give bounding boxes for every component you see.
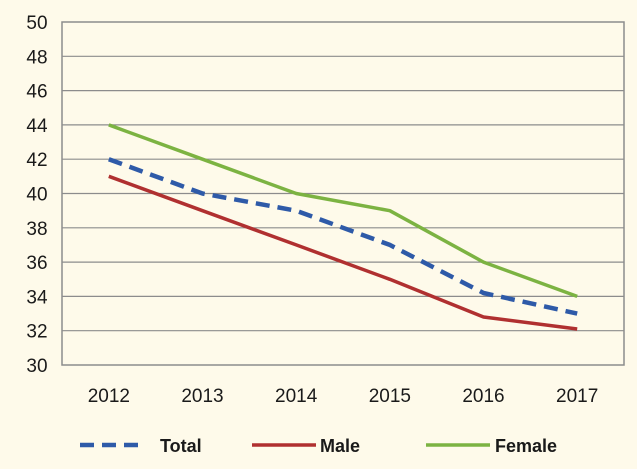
y-tick-label: 46 xyxy=(26,82,47,103)
y-tick-label: 32 xyxy=(26,322,47,343)
y-tick-label: 44 xyxy=(26,116,48,137)
x-tick-label: 2016 xyxy=(462,386,504,407)
series-line-female xyxy=(108,123,578,299)
series-line-male xyxy=(108,174,578,331)
series-line-total xyxy=(108,157,578,316)
y-tick-label: 40 xyxy=(26,185,47,206)
legend-label-total: Total xyxy=(160,436,202,456)
legend-label-female: Female xyxy=(495,436,557,456)
series-lines xyxy=(108,123,578,331)
y-tick-label: 48 xyxy=(26,47,47,68)
y-tick-label: 42 xyxy=(26,150,47,171)
y-axis-ticks: 30 32 34 36 38 40 42 44 46 48 50 xyxy=(26,13,48,377)
y-tick-label: 34 xyxy=(26,287,48,308)
y-tick-label: 30 xyxy=(26,356,47,377)
x-axis-ticks: 2012 2013 2014 2015 2016 2017 xyxy=(88,386,599,407)
x-tick-label: 2017 xyxy=(556,386,598,407)
x-tick-label: 2015 xyxy=(369,386,411,407)
y-tick-label: 50 xyxy=(26,13,47,34)
legend: Total Male Female xyxy=(80,436,557,456)
y-tick-label: 36 xyxy=(26,253,47,274)
x-tick-label: 2014 xyxy=(275,386,318,407)
plot-area xyxy=(61,21,625,366)
x-tick-label: 2012 xyxy=(88,386,130,407)
legend-label-male: Male xyxy=(320,436,360,456)
y-tick-label: 38 xyxy=(26,219,47,240)
x-tick-label: 2013 xyxy=(181,386,223,407)
